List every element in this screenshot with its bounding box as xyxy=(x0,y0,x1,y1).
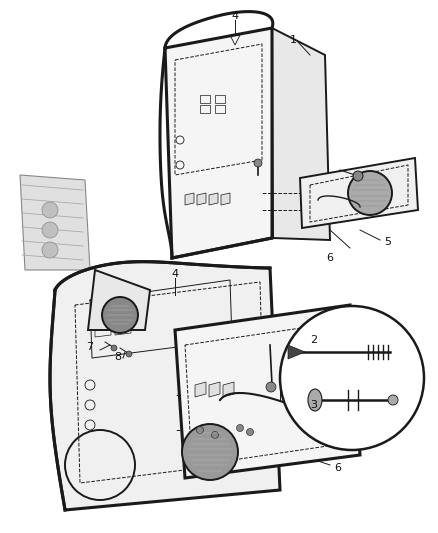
Polygon shape xyxy=(209,193,218,205)
Polygon shape xyxy=(88,270,150,330)
Circle shape xyxy=(348,171,392,215)
Text: 1: 1 xyxy=(290,35,297,45)
Polygon shape xyxy=(300,158,418,228)
Circle shape xyxy=(388,395,398,405)
Circle shape xyxy=(42,222,58,238)
Circle shape xyxy=(42,242,58,258)
Text: 6: 6 xyxy=(335,463,342,473)
Text: 5: 5 xyxy=(385,237,392,247)
Text: 6: 6 xyxy=(326,253,333,263)
Circle shape xyxy=(237,424,244,432)
Circle shape xyxy=(266,382,276,392)
Polygon shape xyxy=(20,175,90,270)
Circle shape xyxy=(254,159,262,167)
Text: 5: 5 xyxy=(378,413,385,423)
Circle shape xyxy=(197,426,204,433)
Polygon shape xyxy=(197,193,206,205)
Circle shape xyxy=(353,171,363,181)
Text: 8: 8 xyxy=(114,352,122,362)
Circle shape xyxy=(212,432,219,439)
Polygon shape xyxy=(272,28,330,240)
Circle shape xyxy=(182,424,238,480)
Circle shape xyxy=(42,202,58,218)
Text: 4: 4 xyxy=(231,11,239,21)
Text: 4: 4 xyxy=(171,269,179,279)
Polygon shape xyxy=(185,193,194,205)
Ellipse shape xyxy=(308,389,322,411)
Circle shape xyxy=(126,351,132,357)
Circle shape xyxy=(280,306,424,450)
Polygon shape xyxy=(50,262,280,510)
Polygon shape xyxy=(165,28,272,258)
Circle shape xyxy=(247,429,254,435)
Polygon shape xyxy=(195,382,206,397)
Polygon shape xyxy=(221,193,230,205)
Polygon shape xyxy=(175,305,360,478)
Circle shape xyxy=(111,345,117,351)
Polygon shape xyxy=(209,382,220,397)
Text: 2: 2 xyxy=(310,335,317,345)
Text: 7: 7 xyxy=(86,342,94,352)
Polygon shape xyxy=(288,345,305,359)
Text: 3: 3 xyxy=(310,400,317,410)
Circle shape xyxy=(102,297,138,333)
Polygon shape xyxy=(223,382,234,397)
